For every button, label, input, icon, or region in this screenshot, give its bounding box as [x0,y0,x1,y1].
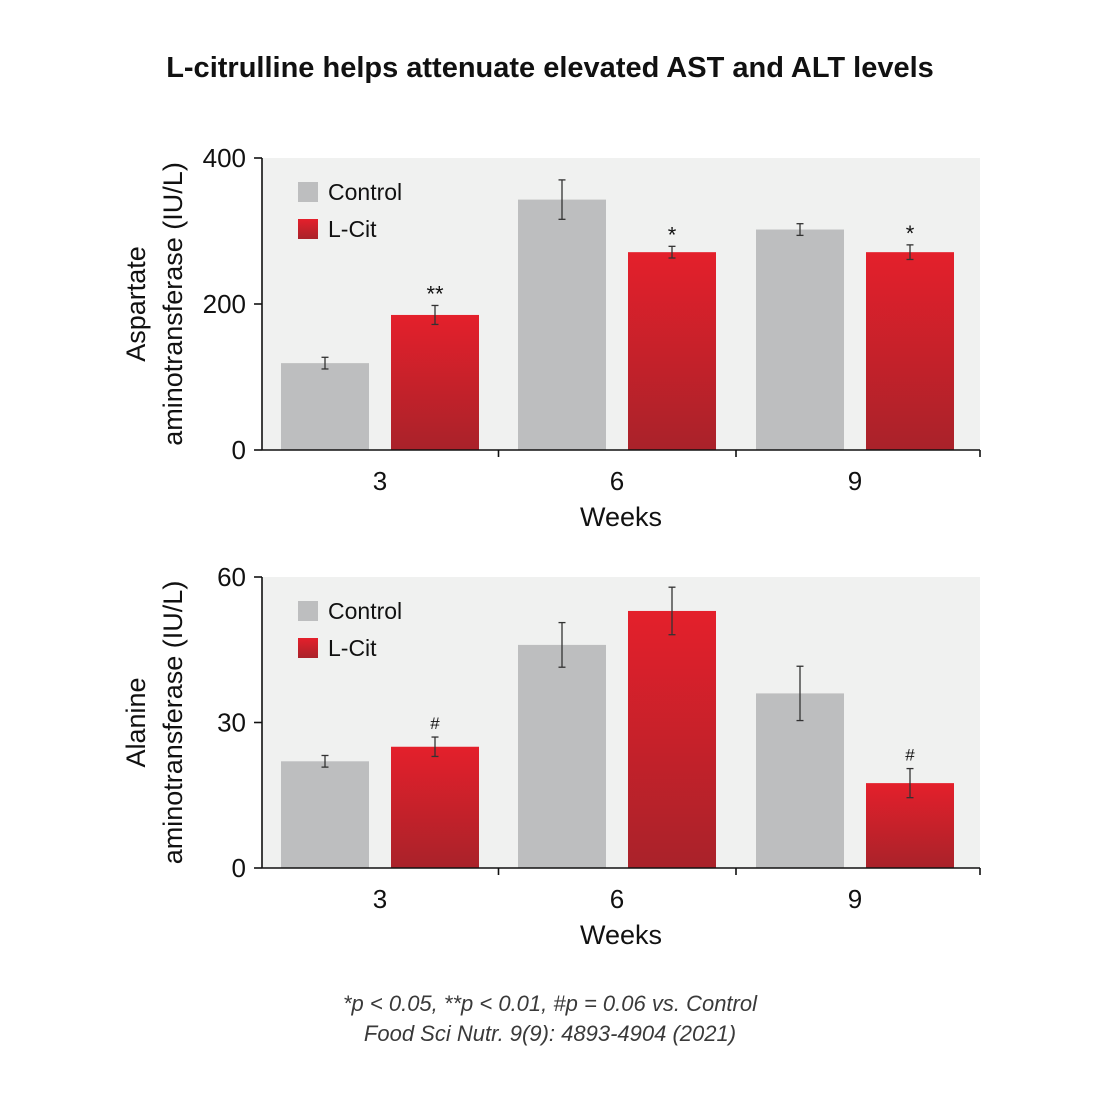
ast-plot-area [262,158,980,450]
ast-x-tick-label: 9 [848,466,862,496]
ast-bar-control-3 [281,363,369,450]
significance-footnote: *p < 0.05, **p < 0.01, #p = 0.06 vs. Con… [342,991,757,1016]
alt-y-tick-label: 60 [217,562,246,592]
ast-y-tick-label: 400 [203,143,246,173]
ast-bar-control-6 [518,199,606,450]
alt-x-tick-label: 9 [848,884,862,914]
alt-bar-lcit-3 [391,746,479,868]
ast-bar-lcit-6 [628,252,716,450]
ast-x-axis-label: Weeks [580,502,662,532]
ast-y-tick-label: 0 [232,435,246,465]
ast-y-axis-label-line2: aminotransferase (IU/L) [158,162,188,446]
alt-legend-swatch-lcit [298,638,318,658]
alt-legend-label-lcit: L-Cit [328,635,377,661]
alt-y-tick-label: 30 [217,708,246,738]
ast-significance-mark: ** [426,281,444,306]
ast-y-tick-label: 200 [203,289,246,319]
alt-legend-swatch-control [298,601,318,621]
alt-x-axis-label: Weeks [580,920,662,950]
ast-x-tick-label: 6 [610,466,624,496]
ast-significance-mark: * [668,222,677,247]
ast-y-axis-label-line1: Aspartate [121,246,151,362]
ast-legend-swatch-control [298,182,318,202]
ast-bar-control-9 [756,229,844,450]
alt-legend-label-control: Control [328,598,402,624]
alt-bar-control-6 [518,644,606,868]
ast-legend-swatch-lcit [298,219,318,239]
alt-significance-mark: # [430,714,440,733]
alt-significance-mark: # [905,746,915,765]
ast-bar-lcit-9 [866,252,954,450]
alt-plot-area [262,577,980,868]
chart-title: L-citrulline helps attenuate elevated AS… [166,52,934,84]
ast-legend-label-control: Control [328,179,402,205]
citation-footnote: Food Sci Nutr. 9(9): 4893-4904 (2021) [363,1021,737,1046]
alt-y-axis-label-line1: Alanine [121,677,151,767]
ast-bar-lcit-3 [391,314,479,450]
alt-bar-control-3 [281,761,369,868]
alt-x-tick-label: 6 [610,884,624,914]
alt-y-axis-label-line2: aminotransferase (IU/L) [158,581,188,865]
alt-bar-lcit-6 [628,610,716,868]
alt-y-tick-label: 0 [232,853,246,883]
ast-significance-mark: * [906,221,915,246]
ast-legend-label-lcit: L-Cit [328,216,377,242]
ast-x-tick-label: 3 [373,466,387,496]
alt-bar-control-9 [756,693,844,868]
alt-x-tick-label: 3 [373,884,387,914]
